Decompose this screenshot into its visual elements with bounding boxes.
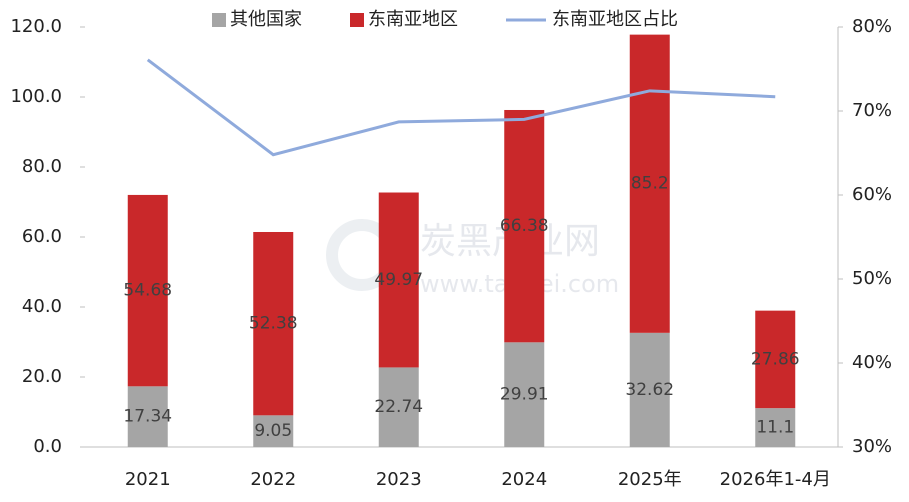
x-tick-label: 2025年 — [618, 469, 682, 490]
x-tick-label: 2026年1-4月 — [720, 469, 831, 490]
y2-tick-label: 50% — [852, 268, 892, 289]
bar — [127, 194, 168, 387]
legend-label: 其他国家 — [230, 9, 302, 30]
bar — [755, 408, 796, 447]
value-label: 32.62 — [625, 380, 674, 400]
value-label: 49.97 — [374, 270, 423, 290]
line — [146, 58, 776, 157]
bar — [629, 34, 670, 333]
y-tick-label: 60.0 — [22, 226, 62, 247]
value-label: 9.05 — [254, 421, 292, 441]
y-tick-label: 20.0 — [22, 366, 62, 387]
x-tick-label: 2022 — [250, 469, 296, 490]
value-label: 85.2 — [631, 174, 669, 194]
legend-label: 东南亚地区占比 — [552, 9, 678, 30]
y2-tick-label: 40% — [852, 352, 892, 373]
bar — [378, 367, 419, 447]
y-tick-label: 120.0 — [10, 16, 62, 37]
y-tick-label: 40.0 — [22, 296, 62, 317]
bar — [127, 386, 168, 447]
y-tick-label: 100.0 — [10, 86, 62, 107]
bar — [629, 332, 670, 447]
bar — [378, 192, 419, 368]
value-label: 17.34 — [123, 407, 172, 427]
bar — [504, 342, 545, 447]
bar — [253, 415, 294, 447]
x-tick-label: 2021 — [125, 469, 171, 490]
bar — [755, 310, 796, 409]
y2-tick-label: 30% — [852, 436, 892, 457]
bar — [253, 231, 294, 416]
legend-swatch — [212, 13, 226, 27]
legend-label: 东南亚地区 — [368, 9, 458, 30]
y-tick-label: 80.0 — [22, 156, 62, 177]
x-tick-label: 2024 — [501, 469, 547, 490]
y2-tick-label: 80% — [852, 16, 892, 37]
value-label: 22.74 — [374, 397, 423, 417]
y2-tick-label: 60% — [852, 184, 892, 205]
value-label: 66.38 — [500, 216, 549, 236]
value-label: 11.1 — [756, 418, 794, 438]
x-tick-label: 2023 — [376, 469, 422, 490]
value-label: 27.86 — [751, 349, 800, 369]
y-tick-label: 0.0 — [33, 436, 62, 457]
value-label: 54.68 — [123, 281, 172, 301]
y2-tick-label: 70% — [852, 100, 892, 121]
value-label: 52.38 — [249, 314, 298, 334]
bar — [504, 109, 545, 343]
value-label: 29.91 — [500, 385, 549, 405]
legend-swatch — [350, 13, 364, 27]
